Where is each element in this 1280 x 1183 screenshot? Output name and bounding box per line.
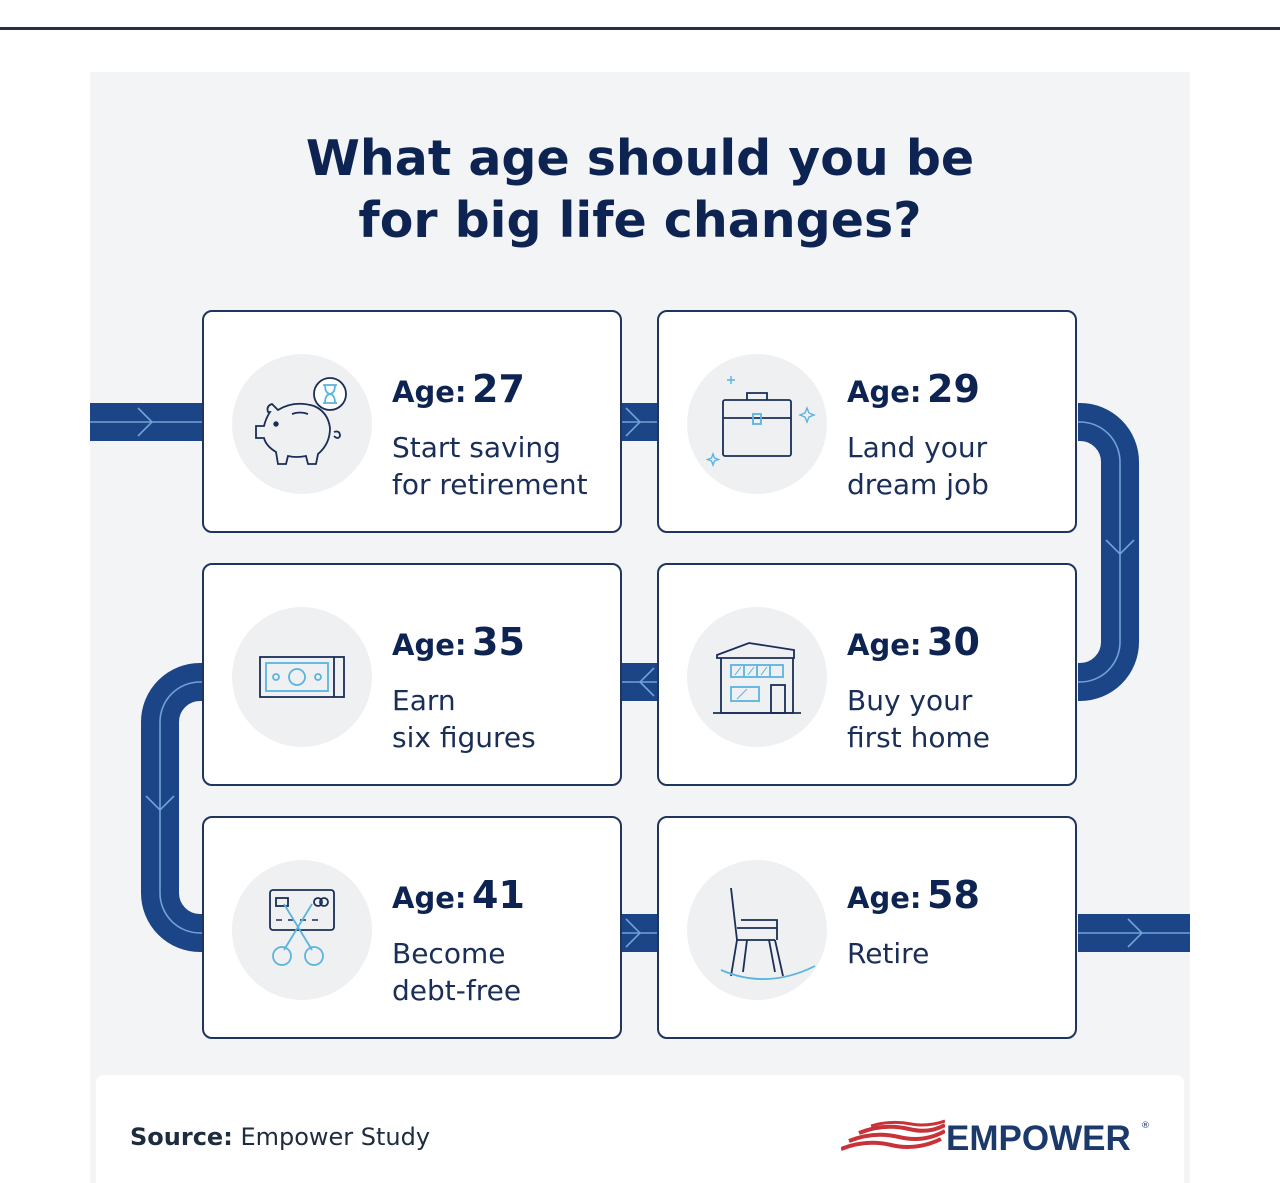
top-rule — [0, 27, 1280, 30]
milestone-description: Land your dream job — [847, 431, 989, 501]
registered-mark: ® — [1141, 1121, 1150, 1131]
milestone-card-age-35: Age: 35 Earn six figures — [202, 563, 622, 786]
age-heading: Age: 29 — [847, 367, 980, 411]
card-scissors-icon — [232, 860, 372, 1000]
house-icon — [687, 607, 827, 747]
age-heading: Age: 30 — [847, 620, 980, 664]
rocking-chair-icon — [687, 860, 827, 1000]
age-heading: Age: 35 — [392, 620, 525, 664]
footer: Source: Empower Study EMPOWER ® — [96, 1075, 1184, 1183]
milestone-description: Become debt-free — [392, 937, 522, 1007]
age-value: 29 — [927, 367, 980, 411]
title-line-2: for big life changes? — [358, 192, 922, 249]
milestone-card-age-41: Age: 41 Become debt-free — [202, 816, 622, 1039]
age-value: 41 — [472, 873, 525, 917]
age-heading: Age: 58 — [847, 873, 980, 917]
infographic-title: What age should you be for big life chan… — [90, 128, 1190, 252]
flag-stripes-icon — [841, 1119, 945, 1151]
milestone-description: Earn six figures — [392, 684, 536, 754]
milestone-card-age-29: Age: 29 Land your dream job — [657, 310, 1077, 533]
age-heading: Age: 41 — [392, 873, 525, 917]
milestone-card-age-27: Age: 27 Start saving for retirement — [202, 310, 622, 533]
milestone-description: Start saving for retirement — [392, 431, 588, 501]
age-heading: Age: 27 — [392, 367, 525, 411]
title-line-1: What age should you be — [305, 130, 975, 187]
age-value: 58 — [927, 873, 980, 917]
age-value: 35 — [472, 620, 525, 664]
source-credit: Source: Empower Study — [130, 1123, 431, 1151]
briefcase-sparkle-icon — [687, 354, 827, 494]
age-value: 27 — [472, 367, 525, 411]
milestone-card-age-58: Age: 58 Retire — [657, 816, 1077, 1039]
age-value: 30 — [927, 620, 980, 664]
empower-logo: EMPOWER ® — [841, 1119, 1151, 1159]
cash-bill-icon — [232, 607, 372, 747]
milestone-card-age-30: Age: 30 Buy your first home — [657, 563, 1077, 786]
milestone-description: Buy your first home — [847, 684, 990, 754]
milestone-description: Retire — [847, 937, 930, 970]
piggy-bank-hourglass-icon — [232, 354, 372, 494]
brand-wordmark: EMPOWER — [946, 1119, 1131, 1158]
